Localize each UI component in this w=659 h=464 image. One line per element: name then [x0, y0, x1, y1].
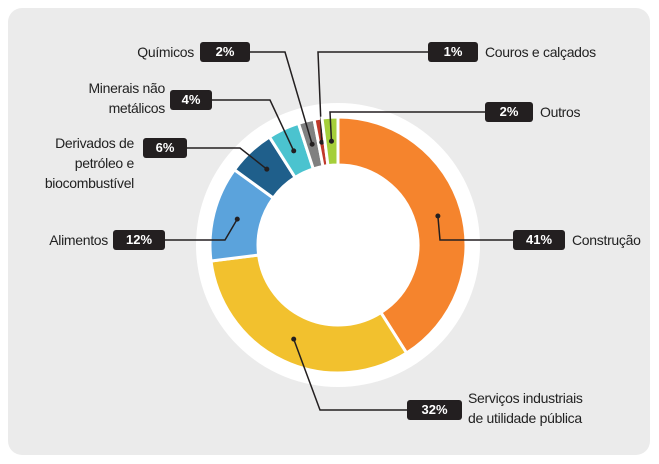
donut-slice: [209, 253, 409, 375]
leader-line: [293, 338, 407, 411]
category-label: Químicos: [137, 44, 194, 60]
category-label: Outros: [540, 104, 581, 120]
leader-dot: [264, 166, 270, 172]
leader-dot: [234, 216, 240, 222]
leader-dot: [328, 138, 334, 144]
value-label: 2%: [200, 42, 250, 62]
leader-dot: [309, 141, 315, 147]
leader-dot: [291, 148, 297, 154]
leader-dot: [291, 336, 297, 342]
category-label: Derivados de petróleo e biocombustível: [44, 135, 134, 191]
leader-line: [329, 111, 485, 142]
category-label: Alimentos: [49, 232, 108, 248]
category-label: Serviços industriais de utilidade públic…: [468, 390, 583, 426]
value-label: 1%: [428, 42, 478, 62]
leader-line: [212, 99, 295, 152]
value-label: 6%: [143, 138, 187, 158]
leader-line: [165, 218, 238, 241]
leader-line: [437, 215, 513, 241]
leader-dot: [435, 213, 441, 219]
leader-line: [187, 147, 268, 170]
leader-line: [317, 51, 428, 143]
category-label: Construção: [572, 232, 641, 248]
value-label: 2%: [485, 102, 533, 122]
leader-line: [250, 51, 313, 145]
donut-slice: [336, 115, 468, 356]
leader-dot: [319, 139, 325, 145]
value-label: 4%: [170, 90, 212, 110]
value-label: 12%: [113, 230, 165, 250]
value-label: 41%: [513, 230, 565, 250]
value-label: 32%: [407, 400, 462, 420]
category-label: Couros e calçados: [485, 44, 596, 60]
category-label: Minerais não metálicos: [88, 80, 165, 116]
